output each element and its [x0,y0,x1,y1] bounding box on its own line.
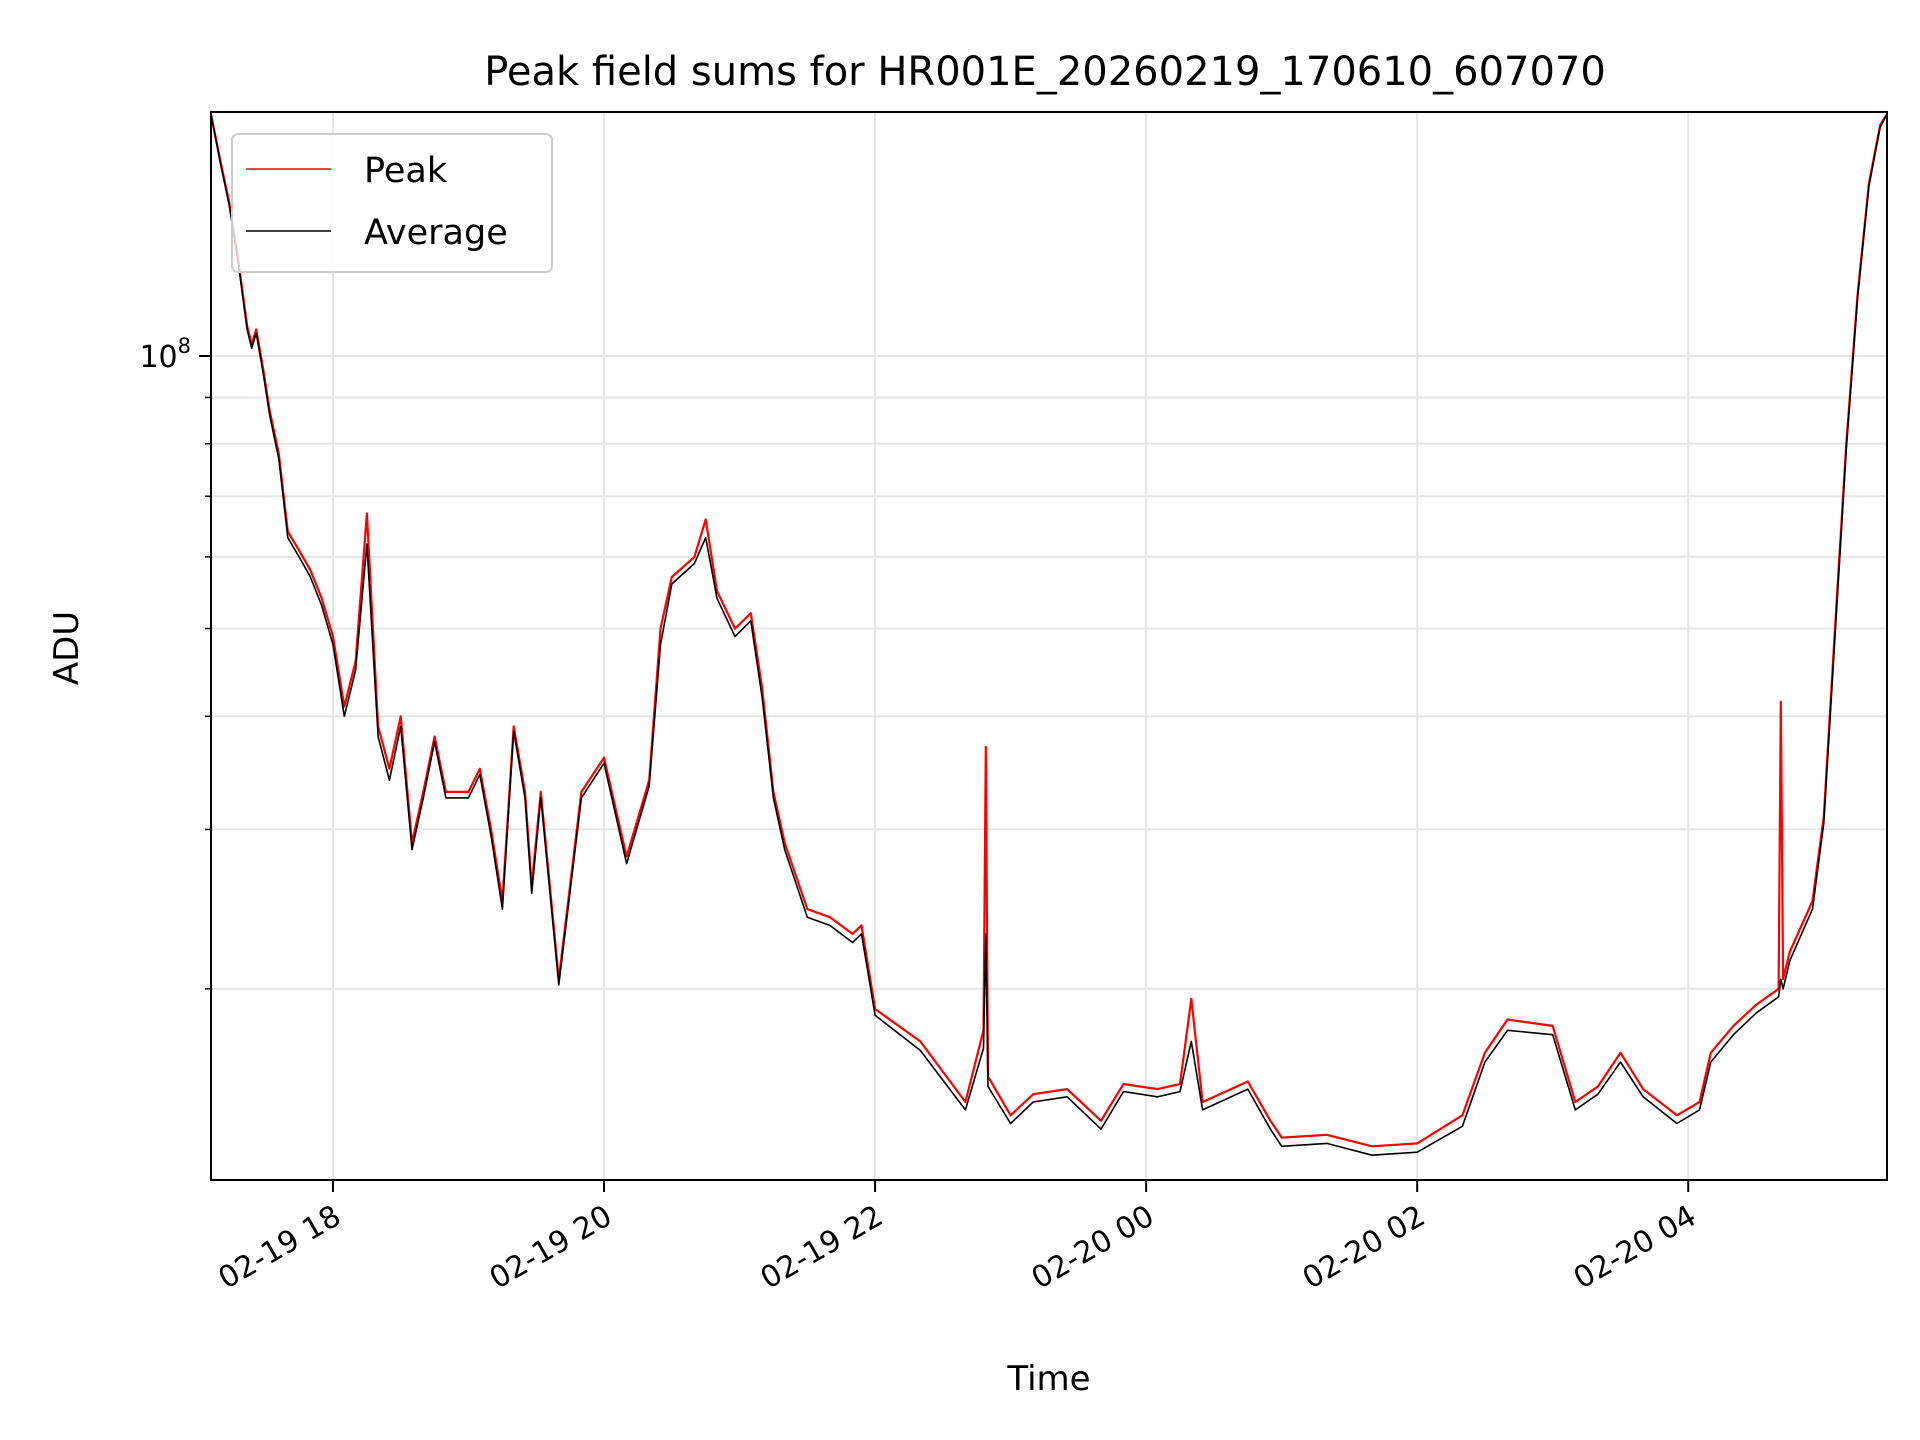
series-layer [211,113,1887,1156]
y-tick-label: 108 [139,334,191,375]
legend: Peak Average [231,133,553,273]
plot-frame [210,111,1888,1181]
legend-average-label: Average [364,213,508,253]
x-axis-label: Time [1006,1359,1090,1399]
series-line-peak [211,113,1887,1148]
legend-peak-label: Peak [364,151,448,191]
y-axis: 108 [139,334,211,990]
chart-title: Peak field sums for HR001E_20260219_1706… [484,49,1606,95]
series-line-average [211,113,1887,1156]
y-axis-label: ADU [47,611,87,685]
